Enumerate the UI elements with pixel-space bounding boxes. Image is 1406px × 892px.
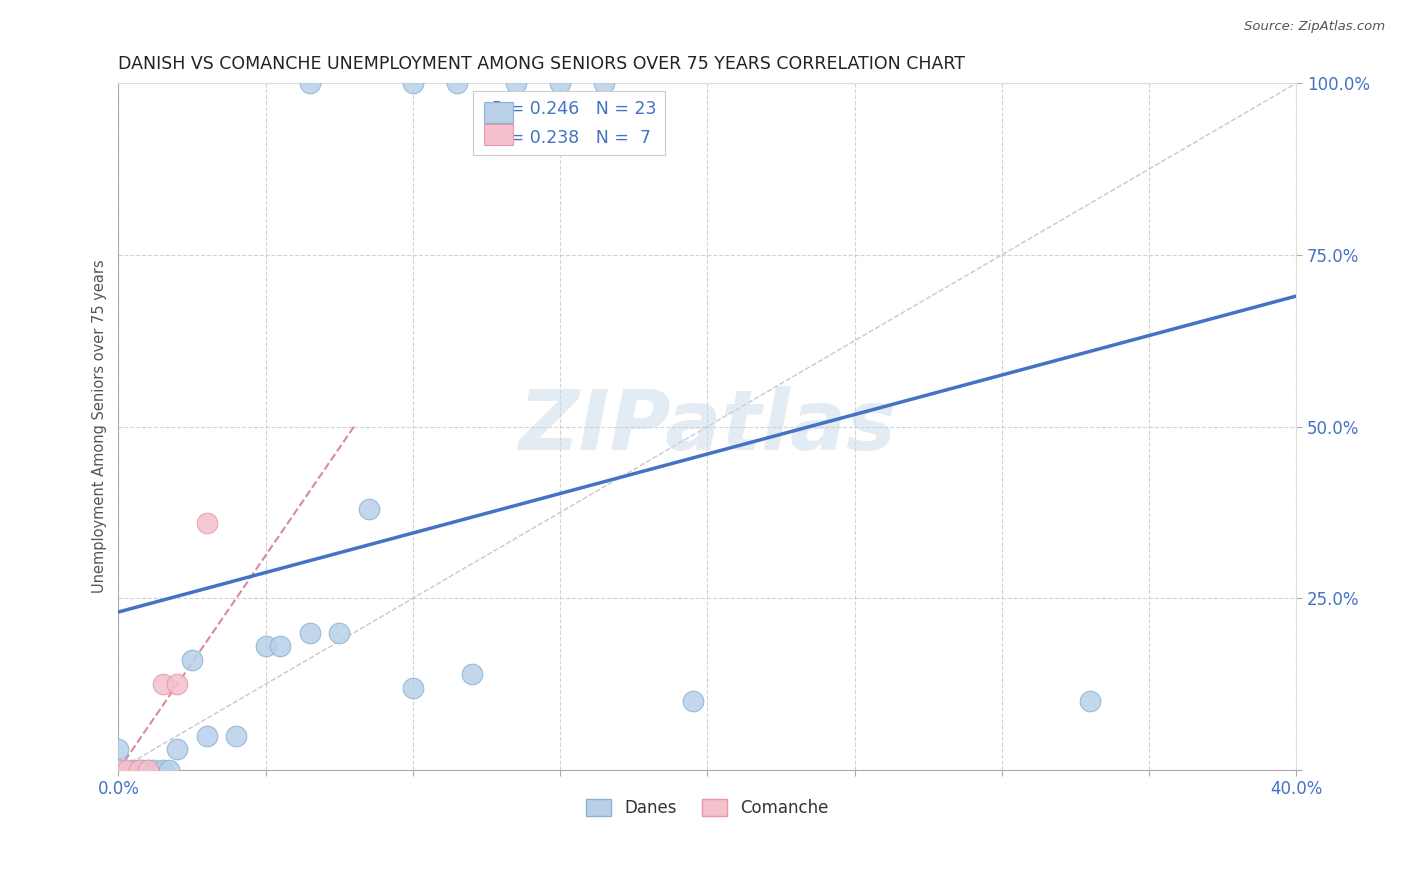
Point xyxy=(593,76,616,90)
Point xyxy=(128,763,150,777)
FancyBboxPatch shape xyxy=(484,103,513,123)
Point xyxy=(157,763,180,777)
Text: R = 0.246   N = 23
  R = 0.238   N =  7: R = 0.246 N = 23 R = 0.238 N = 7 xyxy=(481,100,657,146)
Point xyxy=(152,763,174,777)
Point xyxy=(112,763,135,777)
Text: ZIPatlas: ZIPatlas xyxy=(519,386,897,467)
Point xyxy=(131,763,153,777)
Point xyxy=(225,729,247,743)
Text: DANISH VS COMANCHE UNEMPLOYMENT AMONG SENIORS OVER 75 YEARS CORRELATION CHART: DANISH VS COMANCHE UNEMPLOYMENT AMONG SE… xyxy=(118,55,966,73)
Point xyxy=(136,763,159,777)
Point xyxy=(298,625,321,640)
Point xyxy=(1078,694,1101,708)
Point xyxy=(298,76,321,90)
Point xyxy=(107,742,129,756)
Point xyxy=(195,729,218,743)
Point xyxy=(682,694,704,708)
Point xyxy=(195,516,218,530)
Point xyxy=(166,742,188,756)
Point xyxy=(166,677,188,691)
Point xyxy=(142,763,165,777)
Y-axis label: Unemployment Among Seniors over 75 years: Unemployment Among Seniors over 75 years xyxy=(93,260,107,593)
Point xyxy=(505,76,527,90)
Point xyxy=(254,640,277,654)
Point xyxy=(328,625,350,640)
Point xyxy=(107,763,129,777)
Point xyxy=(128,763,150,777)
Point xyxy=(357,502,380,516)
Point xyxy=(107,763,129,777)
Point xyxy=(122,763,145,777)
Point xyxy=(136,763,159,777)
Point xyxy=(402,76,425,90)
Point xyxy=(548,76,571,90)
Point xyxy=(117,763,139,777)
FancyBboxPatch shape xyxy=(484,124,513,145)
Point xyxy=(461,666,484,681)
Point xyxy=(269,640,291,654)
Point xyxy=(402,681,425,695)
Legend: Danes, Comanche: Danes, Comanche xyxy=(579,792,835,823)
Point xyxy=(181,653,204,667)
Text: Source: ZipAtlas.com: Source: ZipAtlas.com xyxy=(1244,20,1385,33)
Point xyxy=(152,677,174,691)
Point xyxy=(446,76,468,90)
